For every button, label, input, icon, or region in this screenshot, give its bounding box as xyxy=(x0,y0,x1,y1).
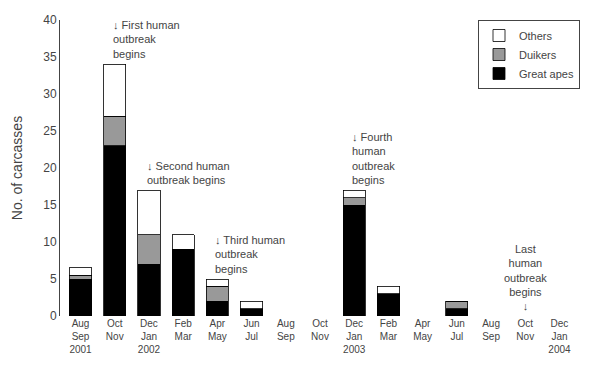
svg-text:OctNov: OctNov xyxy=(311,318,329,342)
svg-text:25: 25 xyxy=(43,124,57,138)
svg-text:↓ Second humanoutbreak begins: ↓ Second humanoutbreak begins xyxy=(147,160,230,186)
svg-text:JunJul: JunJul xyxy=(244,318,260,342)
svg-text:DecJan2004: DecJan2004 xyxy=(548,318,571,355)
svg-text:Duikers: Duikers xyxy=(519,49,557,61)
svg-text:↓ First humanoutbreakbegins: ↓ First humanoutbreakbegins xyxy=(113,19,180,60)
svg-text:AugSep2001: AugSep2001 xyxy=(69,318,92,355)
svg-text:AugSep: AugSep xyxy=(277,318,295,342)
svg-text:Others: Others xyxy=(519,30,553,42)
svg-text:OctNov: OctNov xyxy=(516,318,534,342)
svg-text:AprMay: AprMay xyxy=(413,318,432,342)
svg-text:5: 5 xyxy=(50,272,57,286)
svg-text:AprMay: AprMay xyxy=(208,318,227,342)
svg-text:FebMar: FebMar xyxy=(380,318,398,342)
svg-text:0: 0 xyxy=(50,309,57,323)
svg-text:No. of carcasses: No. of carcasses xyxy=(9,116,25,220)
svg-text:OctNov: OctNov xyxy=(106,318,124,342)
svg-text:40: 40 xyxy=(43,13,57,27)
svg-text:15: 15 xyxy=(43,198,57,212)
svg-text:Great apes: Great apes xyxy=(519,68,574,80)
svg-text:AugSep: AugSep xyxy=(482,318,500,342)
svg-text:FebMar: FebMar xyxy=(175,318,193,342)
svg-text:DecJan2003: DecJan2003 xyxy=(343,318,366,355)
svg-text:30: 30 xyxy=(43,87,57,101)
svg-text:DecJan2002: DecJan2002 xyxy=(138,318,161,355)
svg-text:35: 35 xyxy=(43,50,57,64)
svg-text:JunJul: JunJul xyxy=(449,318,465,342)
svg-text:20: 20 xyxy=(43,161,57,175)
svg-text:↓ Fourthhumanoutbreakbegins: ↓ Fourthhumanoutbreakbegins xyxy=(352,131,395,186)
svg-text:Lasthumanoutbreakbegins↓: Lasthumanoutbreakbegins↓ xyxy=(504,243,547,312)
svg-text:↓ Third humanoutbreakbegins: ↓ Third humanoutbreakbegins xyxy=(215,234,285,275)
svg-text:10: 10 xyxy=(43,235,57,249)
